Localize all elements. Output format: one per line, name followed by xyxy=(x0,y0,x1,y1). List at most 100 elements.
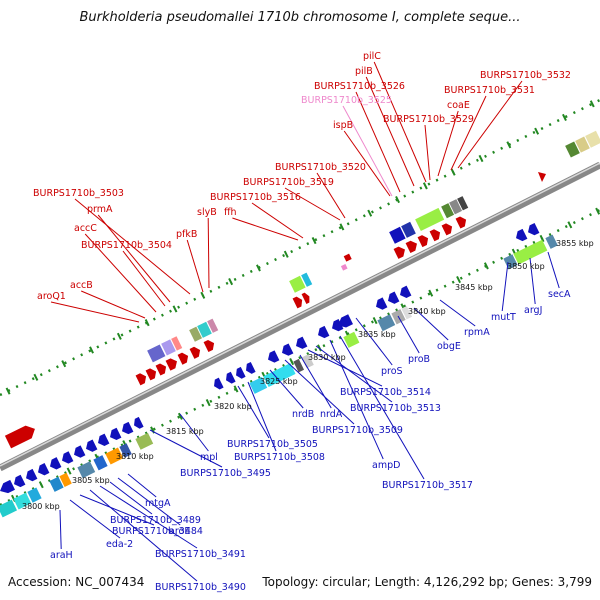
cog-feature xyxy=(545,234,558,249)
kbp-tick-label: 3850 kbp xyxy=(507,262,545,271)
reverse-gene xyxy=(268,350,280,363)
gene-label-bottom: BURPS1710b_3484 xyxy=(112,526,203,537)
gene-label-bottom: secA xyxy=(548,289,571,300)
gene-label-top: prmA xyxy=(87,204,113,215)
direction-marker xyxy=(538,172,546,182)
leader-line xyxy=(89,489,198,582)
cog-feature xyxy=(585,130,600,148)
leader-line xyxy=(247,381,277,452)
forward-gene xyxy=(405,240,417,254)
leader-line xyxy=(81,290,146,319)
cog-feature xyxy=(441,203,455,219)
leader-line xyxy=(365,76,415,187)
gene-label-top: BURPS1710b_3520 xyxy=(275,162,366,173)
gene-label-bottom: mtgA xyxy=(145,498,171,509)
gene-label-bottom: BURPS1710b_3489 xyxy=(110,515,201,526)
gene-label-bottom: BURPS1710b_3505 xyxy=(227,439,318,450)
inner-dotted-track xyxy=(0,208,600,507)
cog-feature xyxy=(59,472,72,488)
forward-gene xyxy=(455,216,467,229)
cog-feature xyxy=(77,461,96,479)
cog-feature xyxy=(207,318,219,333)
cog-feature xyxy=(197,321,212,338)
forward-gene xyxy=(165,358,177,371)
leader-line xyxy=(316,172,346,219)
leader-line xyxy=(547,251,560,289)
gene-label-bottom: BURPS1710b_3491 xyxy=(155,549,246,560)
leader-line xyxy=(186,239,204,293)
label-leader-lines xyxy=(50,61,560,582)
leader-line xyxy=(122,250,166,307)
leader-line xyxy=(329,339,384,460)
leader-line xyxy=(397,315,420,354)
reverse-gene xyxy=(14,474,26,488)
gene-label-bottom: BURPS1710b_3490 xyxy=(155,582,246,593)
leader-line xyxy=(99,485,198,549)
reverse-gene xyxy=(376,297,388,310)
reverse-gene xyxy=(50,457,62,470)
leader-line xyxy=(501,261,509,312)
kbp-tick-label: 3815 kbp xyxy=(166,427,204,436)
leader-line xyxy=(315,345,393,403)
reverse-gene xyxy=(388,291,400,304)
cog-feature xyxy=(93,455,108,471)
leader-line xyxy=(109,481,153,515)
gene-label-bottom: eda-2 xyxy=(106,539,133,550)
forward-gene xyxy=(155,363,167,376)
leader-line xyxy=(450,95,487,171)
reverse-gene xyxy=(26,468,38,482)
leader-line xyxy=(284,359,355,425)
forward-gene xyxy=(292,296,303,309)
leader-line xyxy=(355,317,393,366)
kbp-tick-label: 3805 kbp xyxy=(72,476,110,485)
cog-feature xyxy=(457,196,469,211)
gene-features xyxy=(0,130,600,518)
topology-text: Topology: circular; Length: 4,126,292 bp… xyxy=(262,575,592,589)
reverse-gene xyxy=(62,451,74,464)
leader-line xyxy=(84,233,157,313)
gene-label-bottom: proS xyxy=(381,366,403,377)
chromosome-backbone xyxy=(0,161,600,472)
leader-line xyxy=(79,494,155,526)
leader-line xyxy=(59,509,62,550)
leader-line xyxy=(269,369,304,409)
cog-feature xyxy=(189,326,203,342)
leader-line xyxy=(413,307,449,341)
gene-label-bottom: argJ xyxy=(524,305,542,316)
gene-labels: aroQ1 accB BURPS1710b_3504 accC prmA BURPS171… xyxy=(33,51,571,593)
forward-gene xyxy=(343,253,352,262)
forward-gene xyxy=(145,368,157,381)
cog-feature xyxy=(13,492,32,510)
leader-line xyxy=(437,110,459,177)
cog-feature xyxy=(401,221,416,238)
gene-label-bottom: nrdA xyxy=(320,409,343,420)
gene-label-top: slyB xyxy=(197,207,217,218)
forward-gene xyxy=(189,346,201,359)
cog-feature xyxy=(289,275,306,293)
leader-line xyxy=(117,477,181,526)
cog-feature xyxy=(389,226,406,244)
kbp-tick-label: 3855 kbp xyxy=(556,239,594,248)
leader-line xyxy=(284,187,341,221)
reverse-gene xyxy=(318,325,330,339)
reverse-gene xyxy=(236,366,246,379)
leader-line xyxy=(299,354,332,409)
cog-feature xyxy=(415,207,445,232)
reverse-gene xyxy=(282,343,294,356)
gene-label-bottom: BURPS1710b_3517 xyxy=(382,480,473,491)
reverse-gene xyxy=(122,421,134,435)
gene-label-bottom: obgE xyxy=(437,341,461,352)
cog-feature xyxy=(301,354,314,369)
reverse-gene xyxy=(0,479,15,494)
gene-label-bottom: BURPS1710b_3514 xyxy=(340,387,431,398)
gene-label-top: pilC xyxy=(363,51,381,62)
reverse-gene xyxy=(400,285,412,298)
gene-label-bottom: mutT xyxy=(491,312,516,323)
gene-label-top: BURPS1710b_3529 xyxy=(383,114,474,125)
gene-label-top: pilB xyxy=(355,66,373,77)
forward-gene xyxy=(203,339,215,352)
gene-label-top: BURPS1710b_3503 xyxy=(33,188,124,199)
chromosome-backbone-highlight xyxy=(0,162,600,467)
cog-feature xyxy=(343,331,360,348)
cog-feature xyxy=(513,239,548,265)
